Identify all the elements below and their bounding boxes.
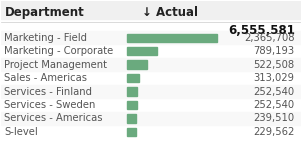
Bar: [2, 112, 300, 125]
Bar: [127, 60, 147, 69]
Text: Services - Americas: Services - Americas: [5, 114, 103, 123]
Text: 789,193: 789,193: [253, 46, 295, 56]
Text: Project Management: Project Management: [5, 60, 108, 70]
Text: ↓ Actual: ↓ Actual: [142, 6, 198, 19]
Bar: [2, 0, 300, 19]
Text: Marketing - Corporate: Marketing - Corporate: [5, 46, 114, 56]
Text: Services - Sweden: Services - Sweden: [5, 100, 96, 110]
Bar: [127, 87, 137, 96]
Bar: [127, 128, 136, 136]
Text: Marketing - Field: Marketing - Field: [5, 33, 87, 43]
Bar: [127, 34, 217, 42]
Bar: [127, 74, 139, 82]
Bar: [2, 85, 300, 98]
Text: 252,540: 252,540: [253, 100, 295, 110]
Text: Sales - Americas: Sales - Americas: [5, 73, 87, 83]
Bar: [127, 101, 137, 109]
Text: Services - Finland: Services - Finland: [5, 87, 92, 97]
Bar: [127, 114, 136, 123]
Text: S-level: S-level: [5, 127, 38, 137]
Text: 252,540: 252,540: [253, 87, 295, 97]
Text: 229,562: 229,562: [253, 127, 295, 137]
Text: 313,029: 313,029: [254, 73, 295, 83]
Text: 522,508: 522,508: [253, 60, 295, 70]
Text: Department: Department: [5, 6, 84, 19]
Bar: [2, 58, 300, 71]
Bar: [2, 31, 300, 44]
Bar: [127, 47, 157, 55]
Text: 6,555,581: 6,555,581: [228, 24, 295, 37]
Text: 2,365,708: 2,365,708: [244, 33, 295, 43]
Text: 239,510: 239,510: [253, 114, 295, 123]
